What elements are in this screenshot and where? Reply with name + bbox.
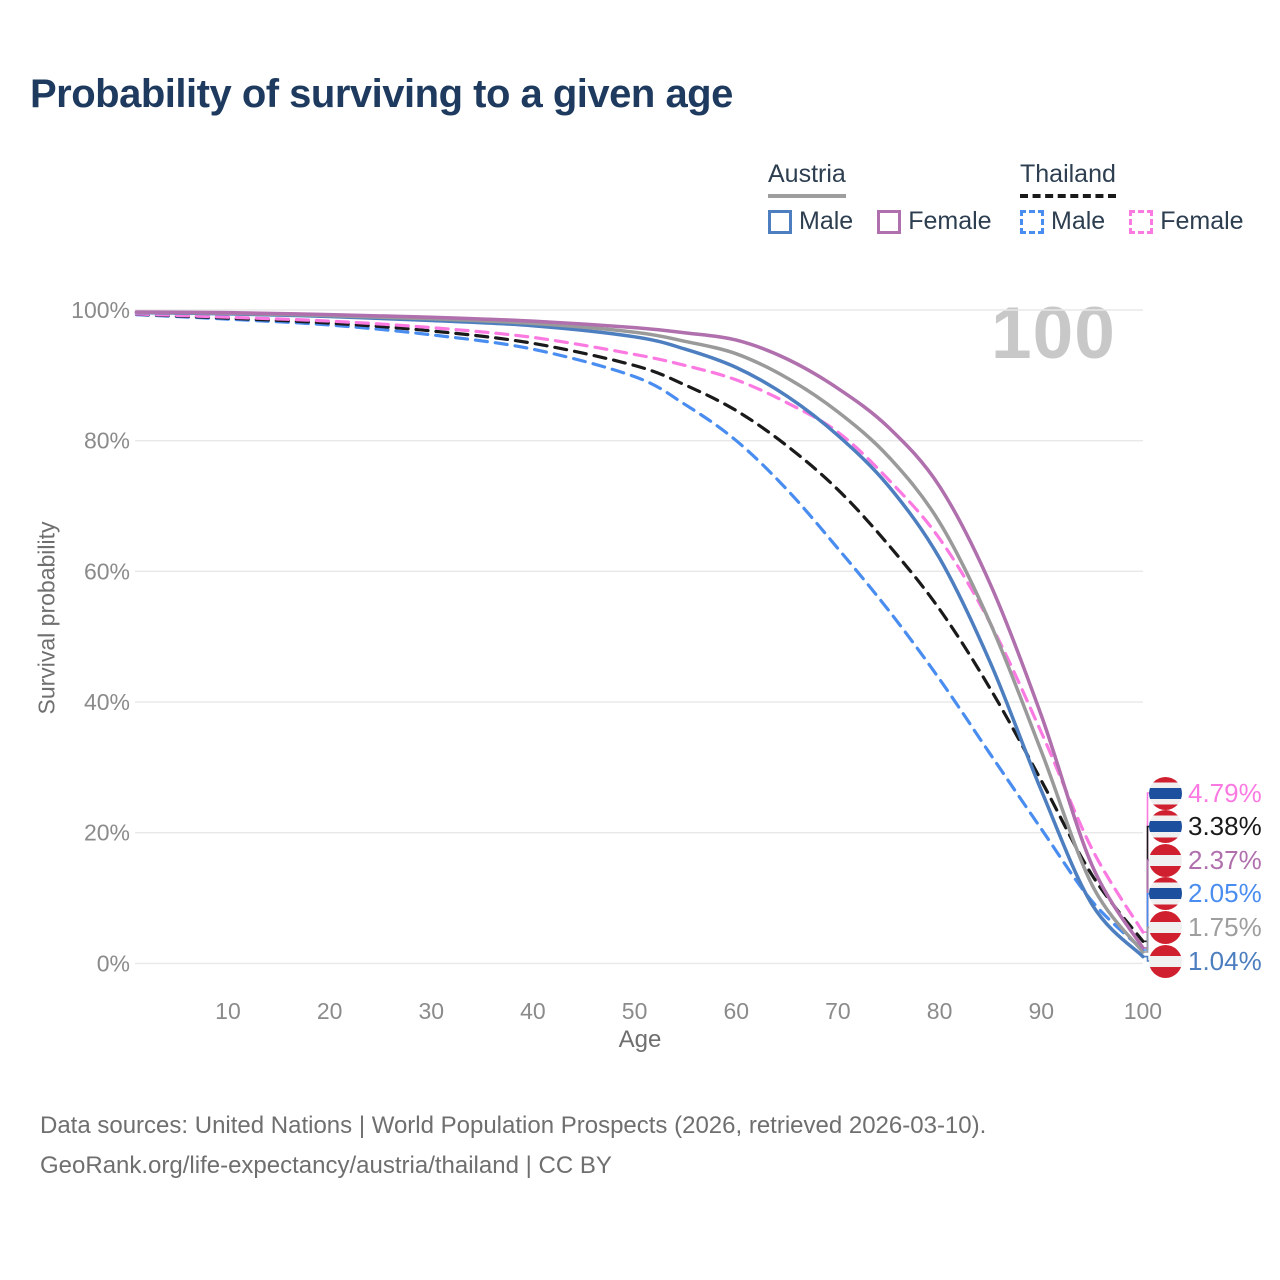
series-line-thailand-female: [134, 312, 1145, 934]
y-tick-label: 40%: [84, 689, 130, 715]
legend-group-thailand: Thailand Male Female: [1020, 160, 1244, 236]
x-tick-label: 100: [1124, 998, 1162, 1024]
legend-items-thailand: Male Female: [1020, 207, 1244, 236]
thailand-male-swatch-icon: [1020, 209, 1044, 234]
legend-group-austria: Austria Male Female: [768, 160, 992, 236]
legend-label: Female: [908, 207, 992, 235]
page-title: Probability of surviving to a given age: [30, 72, 733, 116]
end-value: 1.04%: [1188, 945, 1262, 976]
thailand-female-swatch-icon: [1129, 209, 1154, 234]
thailand-flag-icon: [1149, 810, 1182, 844]
y-tick-label: 0%: [97, 950, 130, 976]
data-sources-line: Data sources: United Nations | World Pop…: [40, 1112, 987, 1139]
legend-country-thailand[interactable]: Thailand: [1020, 160, 1116, 198]
y-tick-label: 20%: [84, 820, 130, 846]
x-tick-label: 20: [317, 998, 343, 1024]
austria-flag-icon: [1149, 910, 1182, 944]
legend-label: Male: [799, 207, 854, 235]
legend-item-thailand-female[interactable]: Female: [1129, 207, 1244, 236]
y-tick-label: 100%: [71, 297, 130, 323]
end-value: 3.38%: [1188, 811, 1262, 842]
end-value: 2.37%: [1188, 844, 1262, 875]
series-line-austria-both-sexes: [134, 310, 1145, 954]
end-label-thailand-female: 4.79%: [1149, 776, 1262, 810]
x-tick-label: 50: [622, 998, 648, 1024]
thailand-flag-icon: [1149, 877, 1182, 911]
y-tick-label: 60%: [84, 558, 130, 584]
austria-flag-icon: [1149, 944, 1182, 978]
end-value: 2.05%: [1188, 878, 1262, 909]
x-tick-label: 80: [927, 998, 953, 1024]
series-line-austria-female: [134, 310, 1145, 950]
footer: Data sources: United Nations | World Pop…: [40, 1106, 986, 1186]
austria-female-swatch-icon: [877, 209, 902, 234]
thailand-flag-icon: [1149, 776, 1182, 810]
legend-item-austria-female[interactable]: Female: [877, 207, 992, 236]
x-tick-label: 40: [520, 998, 546, 1024]
end-value: 1.75%: [1188, 911, 1262, 942]
end-label-thailand-male: 2.05%: [1149, 877, 1262, 911]
x-axis-title: Age: [618, 1026, 662, 1053]
attribution-line[interactable]: GeoRank.org/life-expectancy/austria/thai…: [40, 1152, 612, 1179]
legend-item-thailand-male[interactable]: Male: [1020, 207, 1105, 236]
end-label-austria-female: 2.37%: [1149, 843, 1262, 877]
end-label-austria-both: 1.75%: [1149, 910, 1262, 944]
end-value: 4.79%: [1188, 777, 1262, 808]
x-tick-label: 90: [1028, 998, 1054, 1024]
age-watermark: 100: [991, 293, 1116, 374]
y-tick-label: 80%: [84, 428, 130, 454]
series-line-austria-male: [134, 310, 1145, 959]
legend-country-austria[interactable]: Austria: [768, 160, 846, 198]
x-tick-label: 10: [215, 998, 241, 1024]
austria-male-swatch-icon: [768, 209, 792, 234]
x-tick-label: 30: [418, 998, 444, 1024]
legend-label: Female: [1160, 207, 1244, 235]
x-tick-label: 60: [723, 998, 749, 1024]
legend-items-austria: Male Female: [768, 207, 992, 236]
x-tick-label: 70: [825, 998, 851, 1024]
legend-label: Male: [1051, 207, 1106, 235]
end-label-austria-male: 1.04%: [1149, 944, 1262, 978]
austria-flag-icon: [1149, 843, 1182, 877]
end-label-thailand-both: 3.38%: [1149, 810, 1262, 844]
legend-item-austria-male[interactable]: Male: [768, 207, 853, 236]
series-line-thailand-male: [134, 313, 1145, 952]
